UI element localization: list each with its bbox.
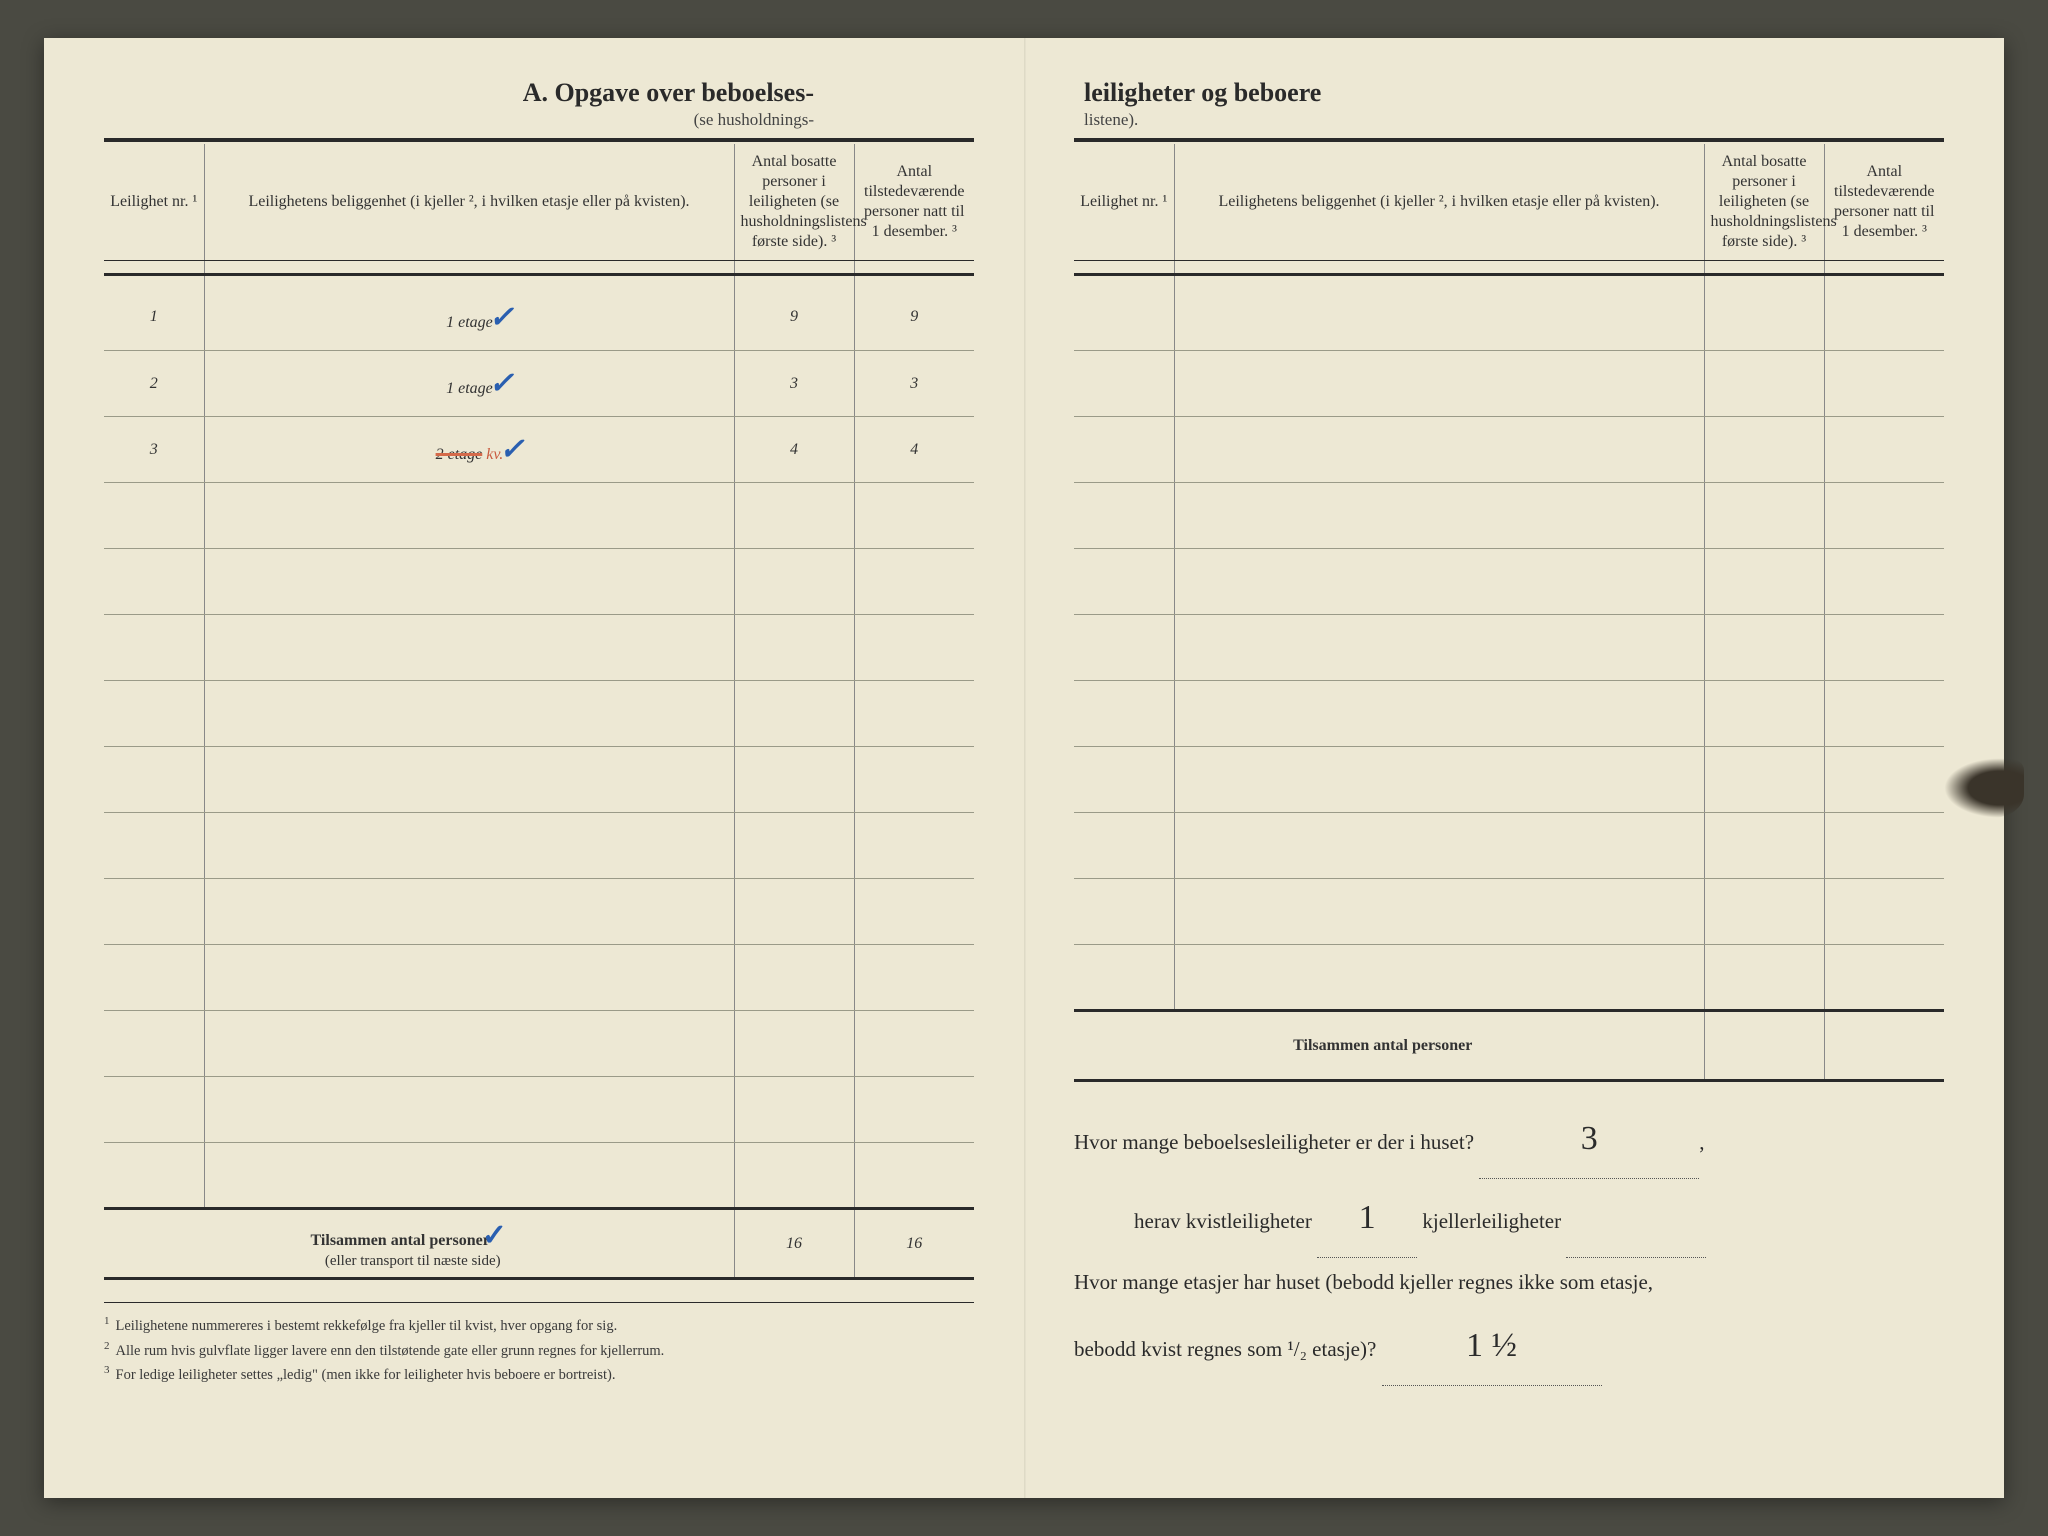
questions-block: Hvor mange beboelsesleiligheter er der i…	[1074, 1100, 1944, 1386]
right-title: leiligheter og beboere	[1074, 78, 1944, 108]
rule	[1074, 138, 1944, 142]
cell-location: 1 etage ✓	[204, 285, 734, 351]
table-row: 21 etage ✓33	[104, 351, 974, 417]
totals-row: Tilsammen antal personer✓ (eller transpo…	[104, 1209, 974, 1279]
answer-2a: 1	[1317, 1179, 1417, 1258]
answer-2b	[1566, 1179, 1706, 1258]
left-subtitle: (se husholdnings-	[104, 110, 974, 130]
cell-c1: 4	[734, 417, 854, 483]
table-row-empty	[1074, 285, 1944, 351]
right-table: Leilighet nr. ¹ Leilighetens beliggenhet…	[1074, 144, 1944, 1082]
header-gap	[1074, 275, 1944, 285]
question-2: herav kvistleiligheter 1 kjellerleilighe…	[1074, 1179, 1944, 1258]
col-header-nr: Leilighet nr. ¹	[1074, 144, 1174, 261]
left-page: A. Opgave over beboelses- (se husholdnin…	[44, 38, 1024, 1498]
table-row-empty	[104, 747, 974, 813]
table-header-row: Leilighet nr. ¹ Leilighetens beliggenhet…	[104, 144, 974, 261]
totals-c1: 16	[734, 1209, 854, 1279]
right-subtitle: listene).	[1074, 110, 1944, 130]
totals-c1-right	[1704, 1011, 1824, 1081]
cell-location: 1 etage ✓	[204, 351, 734, 417]
footnote-1: 1Leilighetene nummereres i bestemt rekke…	[104, 1313, 974, 1338]
totals-c2-right	[1824, 1011, 1944, 1081]
cell-c1: 9	[734, 285, 854, 351]
question-3: Hvor mange etasjer har huset (bebodd kje…	[1074, 1258, 1944, 1306]
footnote-3: 3For ledige leiligheter settes „ledig" (…	[104, 1362, 974, 1387]
col-header-count1: Antal bosatte personer i leiligheten (se…	[1704, 144, 1824, 261]
right-page: leiligheter og beboere listene). Leiligh…	[1024, 38, 2004, 1498]
table-row-empty	[1074, 681, 1944, 747]
table-row-empty	[1074, 615, 1944, 681]
blue-tick-icon: ✓	[499, 433, 524, 466]
table-row-empty	[1074, 351, 1944, 417]
blue-tick-icon: ✓	[489, 367, 514, 400]
table-row-empty	[1074, 549, 1944, 615]
header-rule	[1074, 261, 1944, 275]
table-row-empty	[1074, 813, 1944, 879]
table-row-empty	[1074, 945, 1944, 1011]
blue-tick-icon: ✓	[489, 301, 514, 334]
totals-label: Tilsammen antal personer✓ (eller transpo…	[104, 1209, 734, 1279]
table-row-empty	[104, 1143, 974, 1209]
blue-tick-icon: ✓	[482, 1219, 507, 1252]
col-header-count2: Antal tilstedeværende personer natt til …	[1824, 144, 1944, 261]
totals-label-text: Tilsammen antal personer	[311, 1232, 490, 1249]
left-title: A. Opgave over beboelses-	[104, 78, 974, 108]
answer-1: 3	[1479, 1100, 1699, 1179]
col-header-count1: Antal bosatte personer i leiligheten (se…	[734, 144, 854, 261]
table-row-empty	[104, 879, 974, 945]
table-row-empty	[104, 1077, 974, 1143]
table-header-row: Leilighet nr. ¹ Leilighetens beliggenhet…	[1074, 144, 1944, 261]
table-row: 32 etage kv. ✓44	[104, 417, 974, 483]
footnote-2: 2Alle rum hvis gulvflate ligger lavere e…	[104, 1338, 974, 1363]
question-1: Hvor mange beboelsesleiligheter er der i…	[1074, 1100, 1944, 1179]
header-rule	[104, 261, 974, 275]
cell-location: 2 etage kv. ✓	[204, 417, 734, 483]
table-row-empty	[104, 945, 974, 1011]
header-gap	[104, 275, 974, 285]
cell-c1: 3	[734, 351, 854, 417]
col-header-location: Leilighetens beliggenhet (i kjeller ², i…	[204, 144, 734, 261]
col-header-count2: Antal tilstedeværende personer natt til …	[854, 144, 974, 261]
answer-3: 1 ½	[1382, 1307, 1602, 1386]
col-header-location: Leilighetens beliggenhet (i kjeller ², i…	[1174, 144, 1704, 261]
cell-c2: 3	[854, 351, 974, 417]
rule	[104, 138, 974, 142]
table-row-empty	[104, 549, 974, 615]
cell-nr: 1	[104, 285, 204, 351]
table-row-empty	[1074, 879, 1944, 945]
cell-nr: 3	[104, 417, 204, 483]
totals-c2: 16	[854, 1209, 974, 1279]
table-row-empty	[104, 681, 974, 747]
cell-c2: 9	[854, 285, 974, 351]
col-header-nr: Leilighet nr. ¹	[104, 144, 204, 261]
table-row-empty	[1074, 417, 1944, 483]
totals-row-right: Tilsammen antal personer	[1074, 1011, 1944, 1081]
table-row-empty	[1074, 747, 1944, 813]
question-3-cont: bebodd kvist regnes som ¹/₂ etasje)? 1 ½	[1074, 1307, 1944, 1386]
document-spread: A. Opgave over beboelses- (se husholdnin…	[44, 38, 2004, 1498]
table-row-empty	[104, 615, 974, 681]
left-table: Leilighet nr. ¹ Leilighetens beliggenhet…	[104, 144, 974, 1280]
cell-nr: 2	[104, 351, 204, 417]
table-row-empty	[104, 1011, 974, 1077]
table-row-empty	[104, 483, 974, 549]
table-row-empty	[1074, 483, 1944, 549]
table-row: 11 etage ✓99	[104, 285, 974, 351]
table-row-empty	[104, 813, 974, 879]
cell-c2: 4	[854, 417, 974, 483]
totals-sublabel: (eller transport til næste side)	[104, 1253, 722, 1270]
footnotes: 1Leilighetene nummereres i bestemt rekke…	[104, 1302, 974, 1387]
totals-label-right: Tilsammen antal personer	[1074, 1011, 1704, 1081]
